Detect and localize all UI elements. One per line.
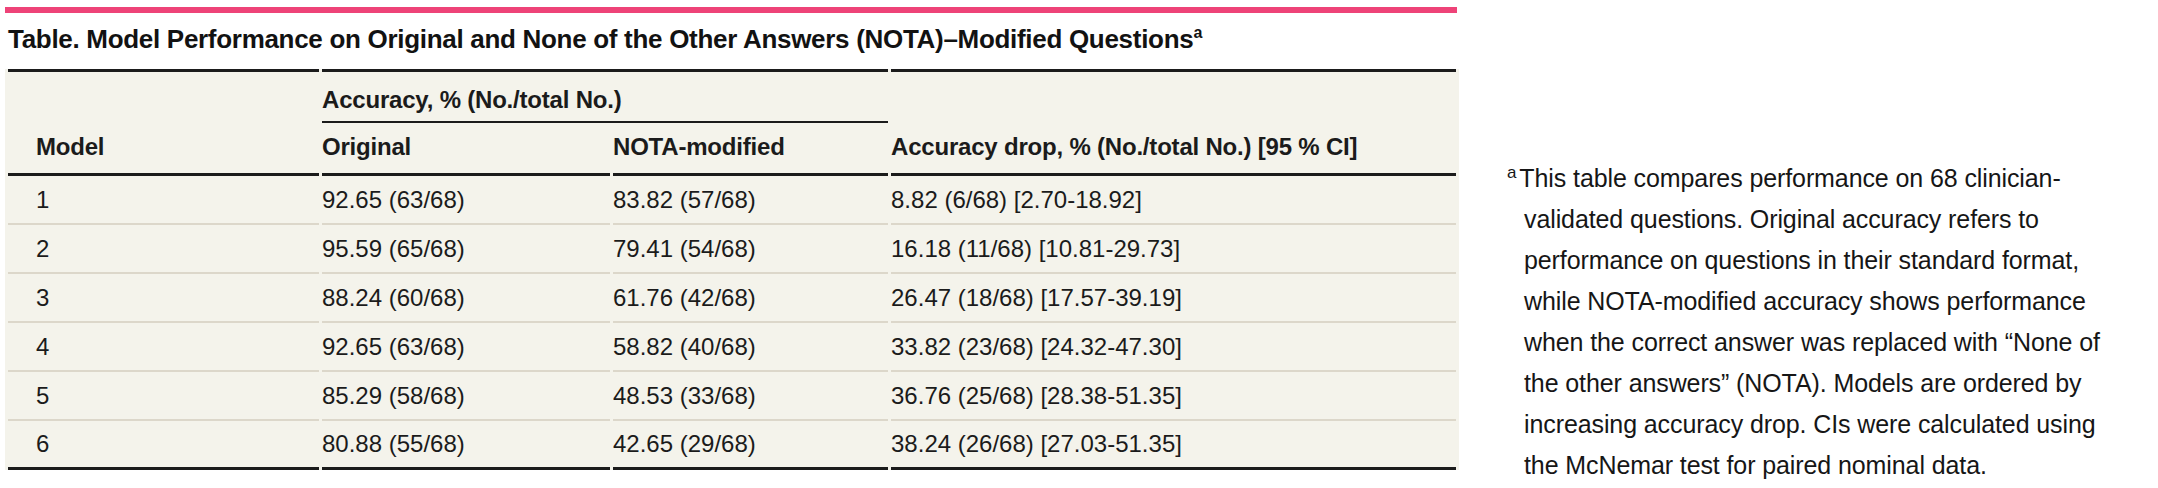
cell-nota-accuracy: 83.82 (57/68) [613,176,888,225]
accent-bar [5,7,1457,13]
cell-accuracy-drop: 16.18 (11/68) [10.81-29.73] [891,225,1456,274]
cell-nota-accuracy: 48.53 (33/68) [613,372,888,421]
cell-original-accuracy: 88.24 (60/68) [322,274,610,323]
table-title: Table. Model Performance on Original and… [8,24,1457,55]
cell-accuracy-drop: 38.24 (26/68) [27.03-51.35] [891,421,1456,470]
cell-nota-accuracy: 61.76 (42/68) [613,274,888,323]
cell-accuracy-drop: 33.82 (23/68) [24.32-47.30] [891,323,1456,372]
footnote-text: This table compares performance on 68 cl… [1519,164,2099,479]
table-header: Model Accuracy, % (No./total No.) Accura… [8,69,1456,176]
table-title-text: Table. Model Performance on Original and… [8,24,1193,54]
table-row: 4 92.65 (63/68) 58.82 (40/68) 33.82 (23/… [8,323,1456,372]
header-spanner-row: Model Accuracy, % (No./total No.) Accura… [8,69,1456,123]
figure-page: Table. Model Performance on Original and… [0,0,2158,488]
cell-model: 3 [8,274,319,323]
table-body: 1 92.65 (63/68) 83.82 (57/68) 8.82 (6/68… [8,176,1456,470]
table-footnote: aThis table compares performance on 68 c… [1507,158,2129,486]
cell-accuracy-drop: 8.82 (6/68) [2.70-18.92] [891,176,1456,225]
footnote-marker: a [1507,163,1516,182]
cell-nota-accuracy: 79.41 (54/68) [613,225,888,274]
column-header-model: Model [8,69,319,176]
cell-model: 1 [8,176,319,225]
cell-model: 4 [8,323,319,372]
cell-accuracy-drop: 36.76 (25/68) [28.38-51.35] [891,372,1456,421]
cell-model: 6 [8,421,319,470]
column-header-accuracy-spanner: Accuracy, % (No./total No.) [322,69,888,123]
cell-original-accuracy: 92.65 (63/68) [322,176,610,225]
cell-model: 2 [8,225,319,274]
performance-table: Model Accuracy, % (No./total No.) Accura… [5,69,1459,470]
cell-model: 5 [8,372,319,421]
table-title-footnote-marker: a [1193,24,1202,41]
table-row: 5 85.29 (58/68) 48.53 (33/68) 36.76 (25/… [8,372,1456,421]
cell-accuracy-drop: 26.47 (18/68) [17.57-39.19] [891,274,1456,323]
table-row: 6 80.88 (55/68) 42.65 (29/68) 38.24 (26/… [8,421,1456,470]
cell-original-accuracy: 80.88 (55/68) [322,421,610,470]
column-header-nota-modified: NOTA-modified [613,123,888,176]
table-row: 2 95.59 (65/68) 79.41 (54/68) 16.18 (11/… [8,225,1456,274]
cell-nota-accuracy: 58.82 (40/68) [613,323,888,372]
column-header-accuracy-drop: Accuracy drop, % (No./total No.) [95 % C… [891,69,1456,176]
table-row: 1 92.65 (63/68) 83.82 (57/68) 8.82 (6/68… [8,176,1456,225]
column-header-original: Original [322,123,610,176]
table-container: Model Accuracy, % (No./total No.) Accura… [5,69,1457,470]
cell-original-accuracy: 85.29 (58/68) [322,372,610,421]
cell-original-accuracy: 92.65 (63/68) [322,323,610,372]
cell-nota-accuracy: 42.65 (29/68) [613,421,888,470]
cell-original-accuracy: 95.59 (65/68) [322,225,610,274]
table-row: 3 88.24 (60/68) 61.76 (42/68) 26.47 (18/… [8,274,1456,323]
